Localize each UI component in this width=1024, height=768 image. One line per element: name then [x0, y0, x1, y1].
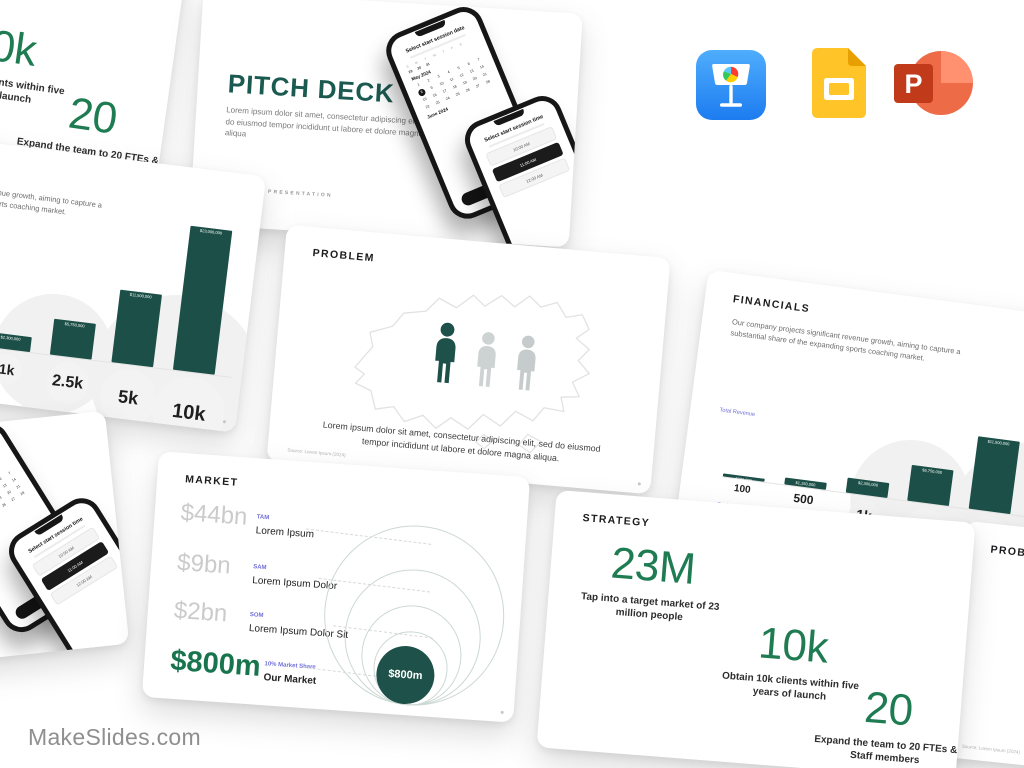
slide-title: FINANCIALS: [732, 293, 811, 316]
person-icon-gray: [517, 335, 536, 391]
source-note: Source: Lorem Ipsum (2024): [287, 447, 346, 458]
market-value: $44bn: [179, 499, 249, 531]
bar-value-label: $2,300,000: [857, 480, 879, 488]
slide-title: STRATEGY: [582, 512, 651, 530]
stat-value: 10k: [756, 618, 830, 673]
bar-value-label: $11,500,000: [987, 438, 1010, 447]
stat-value: 23M: [609, 538, 697, 594]
stat-value: 20: [862, 682, 915, 736]
x-tick-label: 10k: [170, 399, 207, 426]
site-brand: MakeSlides.com: [28, 724, 201, 750]
slide-title: MARKET: [184, 473, 239, 489]
bar-value-label: $23,000,000: [199, 227, 223, 236]
slide-problem: PROBLEM Lorem ipsum dolor sit amet, cons…: [266, 224, 671, 495]
cover-body: Lorem ipsum dolor sit amet, consectetur …: [224, 105, 437, 139]
person-icon-primary: [435, 322, 456, 384]
slide-market: MARKET $44bn TAM Lorem Ipsum $9bn SAM Lorem …: [141, 451, 531, 723]
market-tag: SOM: [249, 612, 264, 620]
bar-value-label: $5,750,000: [64, 321, 85, 329]
bar-value-label: $5,750,000: [922, 467, 943, 475]
x-tick-label: 5k: [117, 385, 140, 409]
market-value: $800m: [169, 644, 262, 683]
people-icons: [426, 320, 545, 394]
svg-text:P: P: [904, 69, 922, 99]
person-icon-gray: [477, 332, 496, 388]
slide-title: PROBLEM: [312, 247, 376, 265]
bar-value-label: $2,300,000: [0, 334, 21, 342]
bar-value-label: $1,150,000: [795, 479, 816, 488]
x-tick-label: 1k: [0, 360, 16, 379]
bar-5k: $11,500,000: [968, 436, 1020, 515]
bar-2.5k: $5,750,000: [907, 464, 954, 507]
market-value: $9bn: [176, 548, 232, 580]
page-number: [637, 482, 641, 486]
x-tick-label: 500: [792, 490, 815, 508]
bar-500: $1,150,000: [784, 477, 827, 490]
slide-cover-partial: PITCH DECK Lorem ipsum dolor sit amet, c…: [0, 410, 130, 684]
slide-strategy: STRATEGY 23M Tap into a target market of…: [536, 489, 976, 768]
region-map-outline: [354, 294, 590, 454]
bar-5k: $11,500,000: [111, 289, 162, 368]
stat-23m: 23M Tap into a target market of 23 milli…: [569, 536, 735, 628]
google-slides-icon[interactable]: [812, 48, 866, 118]
market-concentric-circles: $800m: [306, 475, 525, 715]
source-note: Source: Lorem Ipsum (2024): [961, 743, 1021, 755]
slide-title: PROBLEM: [989, 543, 1024, 563]
bar-100: $230,000: [722, 473, 765, 484]
market-row-tam: $44bn TAM Lorem Ipsum: [180, 499, 316, 540]
market-row-our-market: $800m 10% Market Share Our Market: [169, 645, 318, 688]
powerpoint-icon[interactable]: P: [894, 48, 976, 118]
keynote-icon[interactable]: [696, 50, 766, 120]
slide-financials-partial: FINANCIALS Our company projects signific…: [0, 125, 267, 433]
x-tick-label: 100: [733, 482, 752, 497]
cover-title: PITCH DECK: [226, 68, 396, 109]
bar-value-label: $11,500,000: [129, 291, 152, 300]
stat-value: 10k: [0, 17, 40, 76]
bar-value-label: $230,000: [734, 475, 753, 484]
market-value: $2bn: [173, 596, 229, 628]
bar-2.5k: $5,750,000: [49, 318, 96, 360]
bar-10k: $23,000,000: [172, 225, 233, 375]
market-tag: TAM: [256, 514, 270, 522]
x-tick-label: 2.5k: [51, 372, 85, 393]
stat-20: 20 Expand the team to 20 FTEs & Staff me…: [804, 678, 970, 768]
bar-1k: $2,300,000: [0, 332, 32, 353]
market-tag: SAM: [252, 564, 267, 572]
